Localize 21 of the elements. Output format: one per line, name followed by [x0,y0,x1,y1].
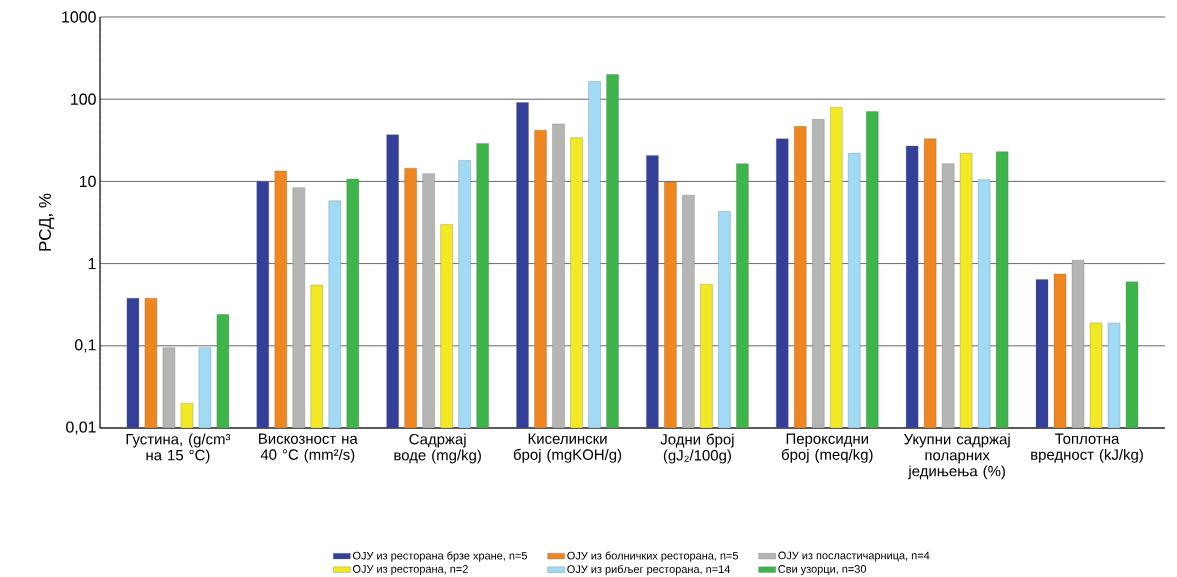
x-tick-label: Топлотна вредност (kJ/kg) [1031,433,1143,463]
legend-label: Сви узорци, n=30 [778,565,867,575]
x-tick-label: Вискозност на 40 °C (mm²/s) [259,433,358,463]
legend-label: ОЈУ из рибљег ресторана, n=14 [567,564,730,576]
x-tick-label: Јодни број (gJ₂/100g) [660,433,734,464]
y-tick-label: 0,1 [74,339,96,353]
y-tick-label: 1 [88,258,96,270]
y-tick-label: 1000 [62,11,96,23]
y-tick-label: 10 [79,175,96,188]
y-tick-label: 0,01 [66,421,96,435]
y-axis-title: РСД, % [38,193,55,251]
legend-label: ОЈУ из ресторана брзе хране, n=5 [353,551,527,562]
legend-label: ОЈУ из посластичарница, n=4 [778,551,930,562]
x-tick-label: Киселински број (mgKOH/g) [513,433,622,463]
x-tick-label: Пероксидни број (meq/kg) [781,433,873,463]
y-tick-label: 100 [71,93,96,105]
x-tick-label: Густина, (g/cm³ на 15 °C) [126,433,231,464]
x-tick-label: Садржај воде (mg/kg) [394,433,481,464]
legend-label: ОЈУ из болничких ресторана, n=5 [567,551,739,562]
legend-label: ОЈУ из ресторана, n=2 [353,565,468,575]
x-tick-label: Укупни садржај поларних једињења (%) [903,433,1010,480]
